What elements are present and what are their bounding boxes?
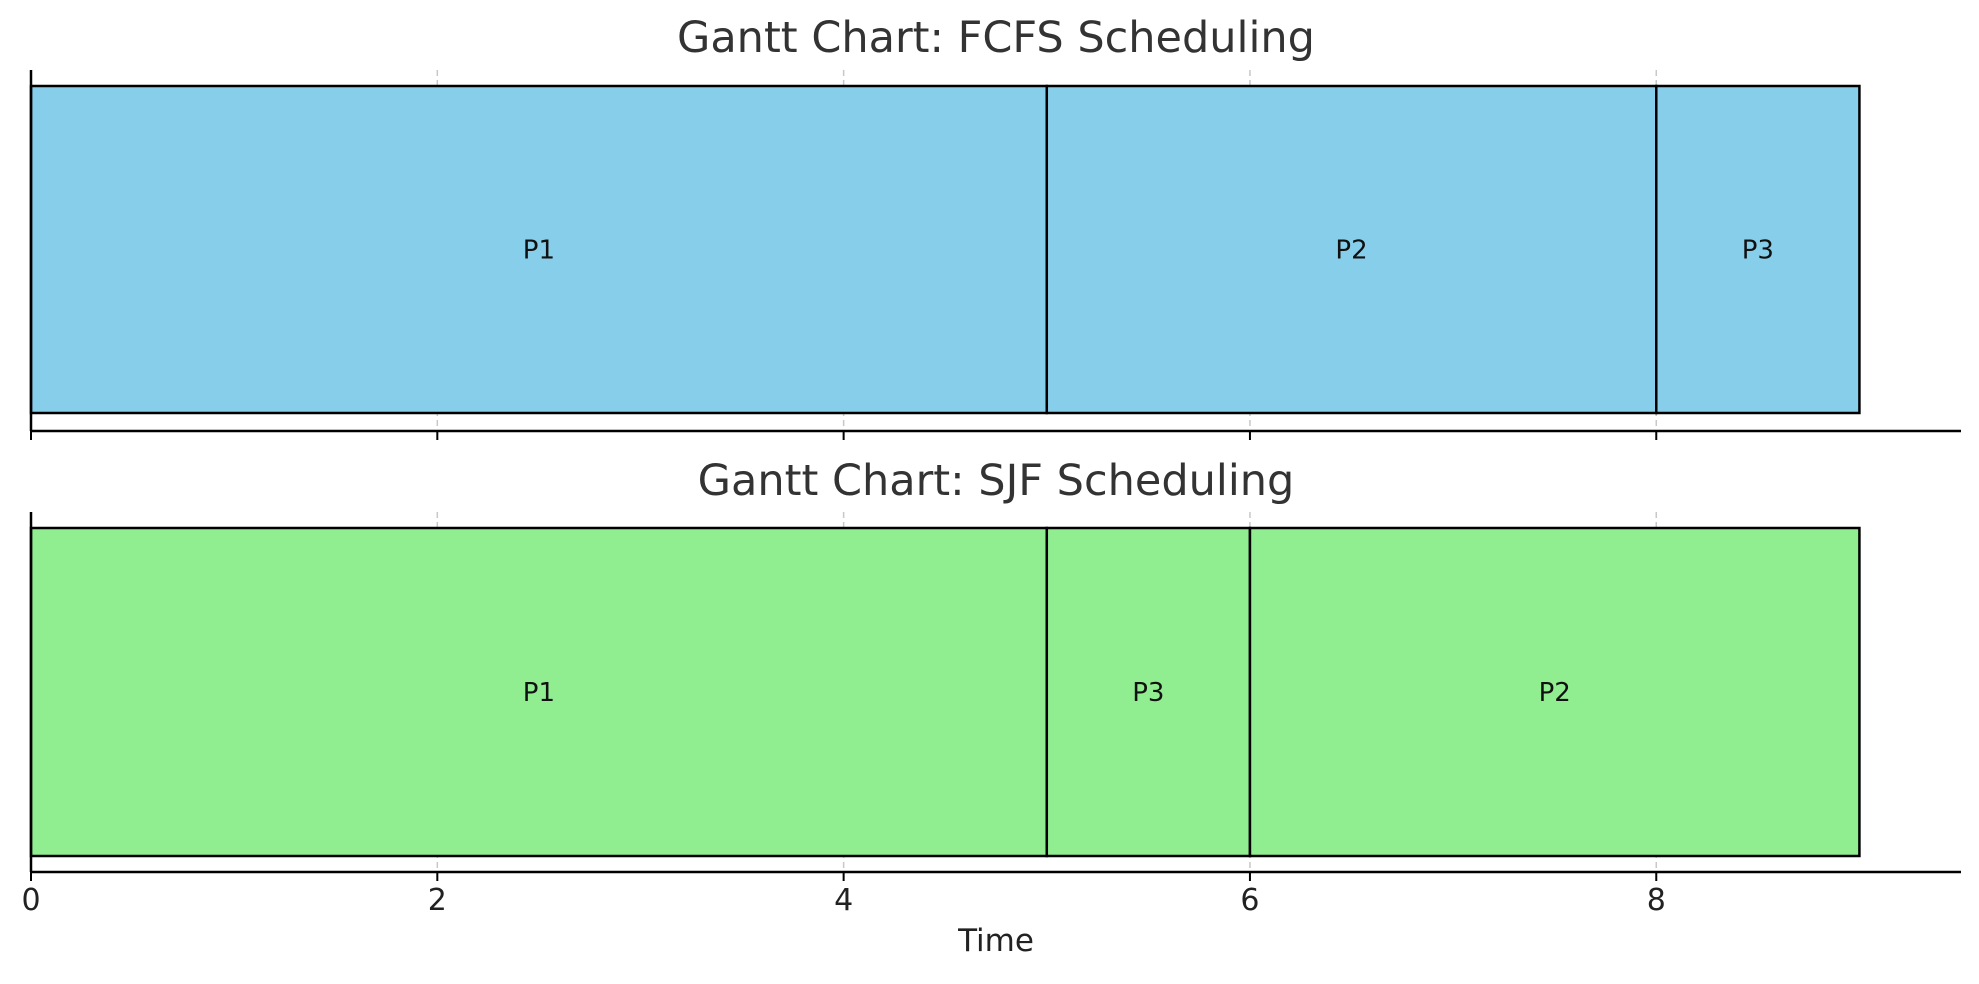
sjf-x-tick-label: 6	[1240, 883, 1259, 918]
sjf-bar-label: P2	[1539, 678, 1571, 708]
fcfs-bar-p2	[1045, 84, 1658, 415]
fcfs-bar-label: P3	[1742, 236, 1774, 266]
sjf-bar-p3	[1045, 526, 1252, 858]
sjf-x-tick-label: 2	[428, 883, 447, 918]
sjf-x-axis-label: Time	[957, 923, 1034, 959]
sjf-x-tick-label: 0	[21, 883, 40, 918]
sjf-bar-label: P3	[1132, 678, 1164, 708]
sjf-bar-label: P1	[523, 678, 555, 708]
sjf-chart-title: Gantt Chart: SJF Scheduling	[698, 456, 1295, 506]
fcfs-bar-p3	[1655, 84, 1861, 415]
sjf-bar-p2	[1248, 526, 1861, 858]
fcfs-chart-title: Gantt Chart: FCFS Scheduling	[677, 13, 1315, 63]
sjf-x-tick-label: 8	[1647, 883, 1666, 918]
fcfs-bar-label: P2	[1335, 236, 1367, 266]
fcfs-bar-label: P1	[523, 236, 555, 266]
sjf-x-tick-label: 4	[834, 883, 853, 918]
fcfs-bar-p1	[29, 84, 1049, 415]
sjf-bar-p1	[29, 526, 1049, 858]
